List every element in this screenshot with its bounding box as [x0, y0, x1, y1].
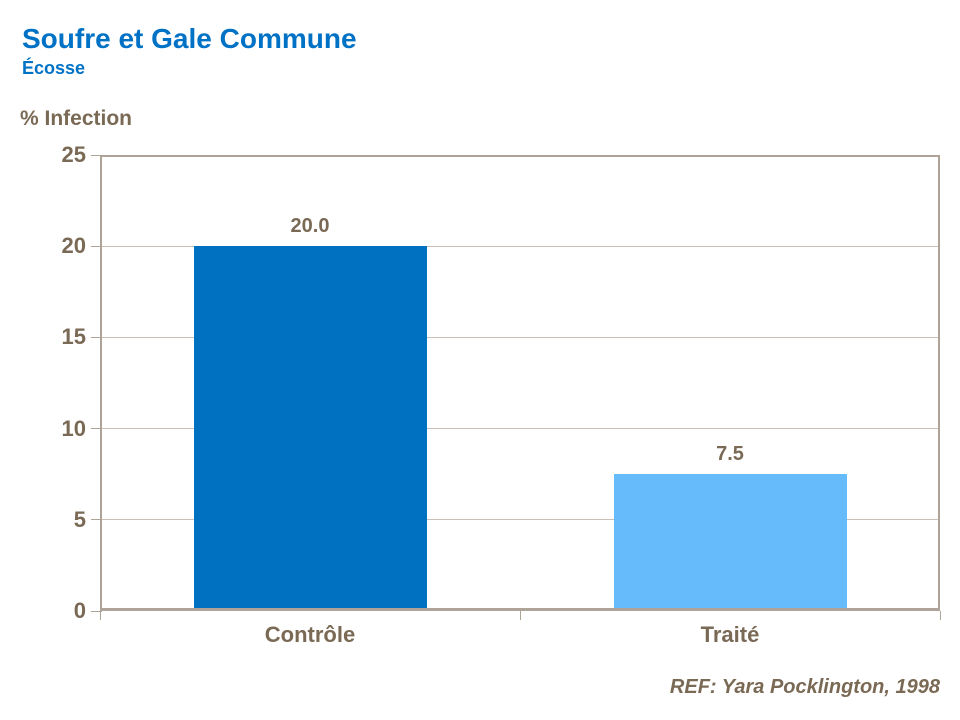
gridline-15	[100, 336, 940, 338]
y-tick-mark-20	[91, 245, 102, 247]
y-tick-mark-25	[91, 154, 102, 156]
y-tick-label-15: 15	[61, 324, 86, 350]
y-tick-label-5: 5	[73, 506, 86, 532]
y-tick-mark-15	[91, 336, 102, 338]
category-label-traite: Traité	[700, 622, 760, 647]
x-tick-mark-0	[99, 611, 101, 620]
category-label-controle: Contrôle	[264, 622, 356, 647]
chart-subtitle: Écosse	[22, 58, 86, 78]
x-tick-mark-2	[939, 611, 941, 620]
y-axis-title: % Infection	[20, 107, 133, 130]
bar-controle	[193, 246, 427, 611]
gridline-5	[100, 519, 940, 521]
x-axis-line	[100, 608, 940, 611]
plot-border-right	[938, 155, 940, 611]
y-tick-label-0: 0	[73, 598, 86, 623]
gridline-20	[100, 245, 940, 247]
bar-value-label-traite: 7.5	[716, 443, 744, 466]
bar-traite	[613, 474, 847, 611]
y-tick-mark-0	[91, 610, 102, 612]
plot-border-left	[100, 155, 102, 611]
x-tick-mark-1	[519, 611, 521, 620]
y-tick-mark-10	[91, 428, 102, 430]
chart-title: Soufre et Gale Commune	[22, 23, 357, 54]
bar-value-label-controle: 20.0	[290, 215, 330, 238]
y-tick-label-20: 20	[61, 233, 86, 259]
plot-area: 20.0 7.5	[100, 155, 940, 611]
y-tick-mark-5	[91, 519, 102, 521]
gridline-10	[100, 428, 940, 430]
plot-border-top	[100, 155, 940, 157]
reference-annotation: REF: Yara Pocklington, 1998	[669, 676, 940, 698]
y-tick-label-10: 10	[61, 415, 86, 441]
y-tick-label-25: 25	[61, 142, 86, 167]
